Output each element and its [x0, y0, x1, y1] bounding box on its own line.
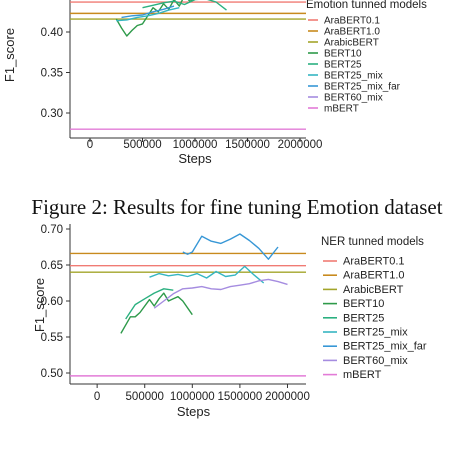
x-tick-label: 1500000 [225, 139, 270, 151]
y-tick-label: 0.55 [41, 332, 63, 344]
x-tick-label: 2000000 [278, 139, 323, 151]
legend-label-bert25: BERT25 [324, 60, 362, 71]
legend: NER tunned models AraBERT0.1 AraBERT1.0 Ara… [321, 236, 427, 381]
legend-label-bert60-mix: BERT60_mix [324, 93, 383, 104]
emotion-chart: 0.30 0.35 0.40 0 500000 1000000 1500000 2000000… [2, 0, 427, 166]
legend: Emotion tunned models AraBERT0.1AraBERT1.… [306, 0, 427, 115]
x-axis-title: Steps [178, 151, 212, 166]
y-tick-label: 0.30 [41, 108, 63, 120]
legend-label-mbert: mBERT [343, 369, 382, 381]
x-axis-title: Steps [177, 404, 211, 419]
x-tick-label: 0 [87, 139, 93, 151]
legend-label-bert60-mix: BERT60_mix [343, 355, 408, 367]
legend-label-mbert: mBERT [324, 104, 359, 115]
x-tick-label: 500000 [126, 391, 164, 403]
series-bert25-line [125, 288, 174, 320]
y-tick-label: 0.40 [41, 27, 63, 39]
y-tick-label: 0.65 [41, 260, 63, 272]
y-tick-label: 0.50 [41, 368, 63, 380]
legend-label-arabicbert: ArabicBERT [324, 38, 379, 49]
figure-caption: Figure 2: Results for fine tuning Emotio… [31, 195, 442, 219]
y-tick-label: 0.35 [41, 68, 63, 80]
x-tick-label: 1500000 [218, 391, 263, 403]
y-axis-title: F1_score [32, 278, 47, 332]
legend-label-arabert1-0: AraBERT1.0 [343, 270, 405, 282]
x-tick-label: 1000000 [173, 139, 218, 151]
legend-label-arabert0-1: AraBERT0.1 [324, 16, 380, 27]
series-bert25-mix-line [116, 7, 180, 22]
legend-label-bert25-mix: BERT25_mix [324, 71, 383, 82]
plot-area [70, 233, 306, 377]
legend-label-bert25-mix: BERT25_mix [343, 327, 408, 339]
series-bert25-mix-far-line [121, 5, 175, 19]
y-axis-title: F1_score [2, 28, 17, 82]
y-tick-label: 0.70 [41, 224, 63, 236]
legend-title: Emotion tunned models [306, 0, 427, 11]
series-bert10-line [120, 292, 193, 334]
plot-area [70, 0, 306, 130]
legend-label-arabert0-1: AraBERT0.1 [343, 256, 405, 268]
legend-label-arabert1-0: AraBERT1.0 [324, 27, 380, 38]
legend-label-arabicbert: ArabicBERT [343, 284, 404, 296]
legend-label-bert10: BERT10 [343, 298, 384, 310]
series-bert10-line [115, 0, 195, 37]
legend-title: NER tunned models [321, 236, 424, 248]
x-tick-label: 0 [94, 391, 100, 403]
legend-label-bert25: BERT25 [343, 312, 384, 324]
series-bert25-mix-line [149, 265, 265, 284]
legend-label-bert10: BERT10 [324, 49, 362, 60]
legend-label-bert25-mix-far: BERT25_mix_far [324, 82, 401, 93]
series-bert60-mix-line [153, 278, 288, 309]
series-bert25-mix-far-line [182, 233, 279, 260]
legend-label-bert25-mix-far: BERT25_mix_far [343, 341, 427, 353]
ner-chart: 0.50 0.55 0.60 0.65 0.70 0 500000 1000000 150000… [32, 224, 427, 419]
series-bert25-line [142, 0, 227, 11]
y-tick-label: 0.60 [41, 296, 63, 308]
x-tick-label: 2000000 [265, 391, 310, 403]
x-tick-label: 1000000 [170, 391, 215, 403]
x-tick-label: 500000 [123, 139, 161, 151]
